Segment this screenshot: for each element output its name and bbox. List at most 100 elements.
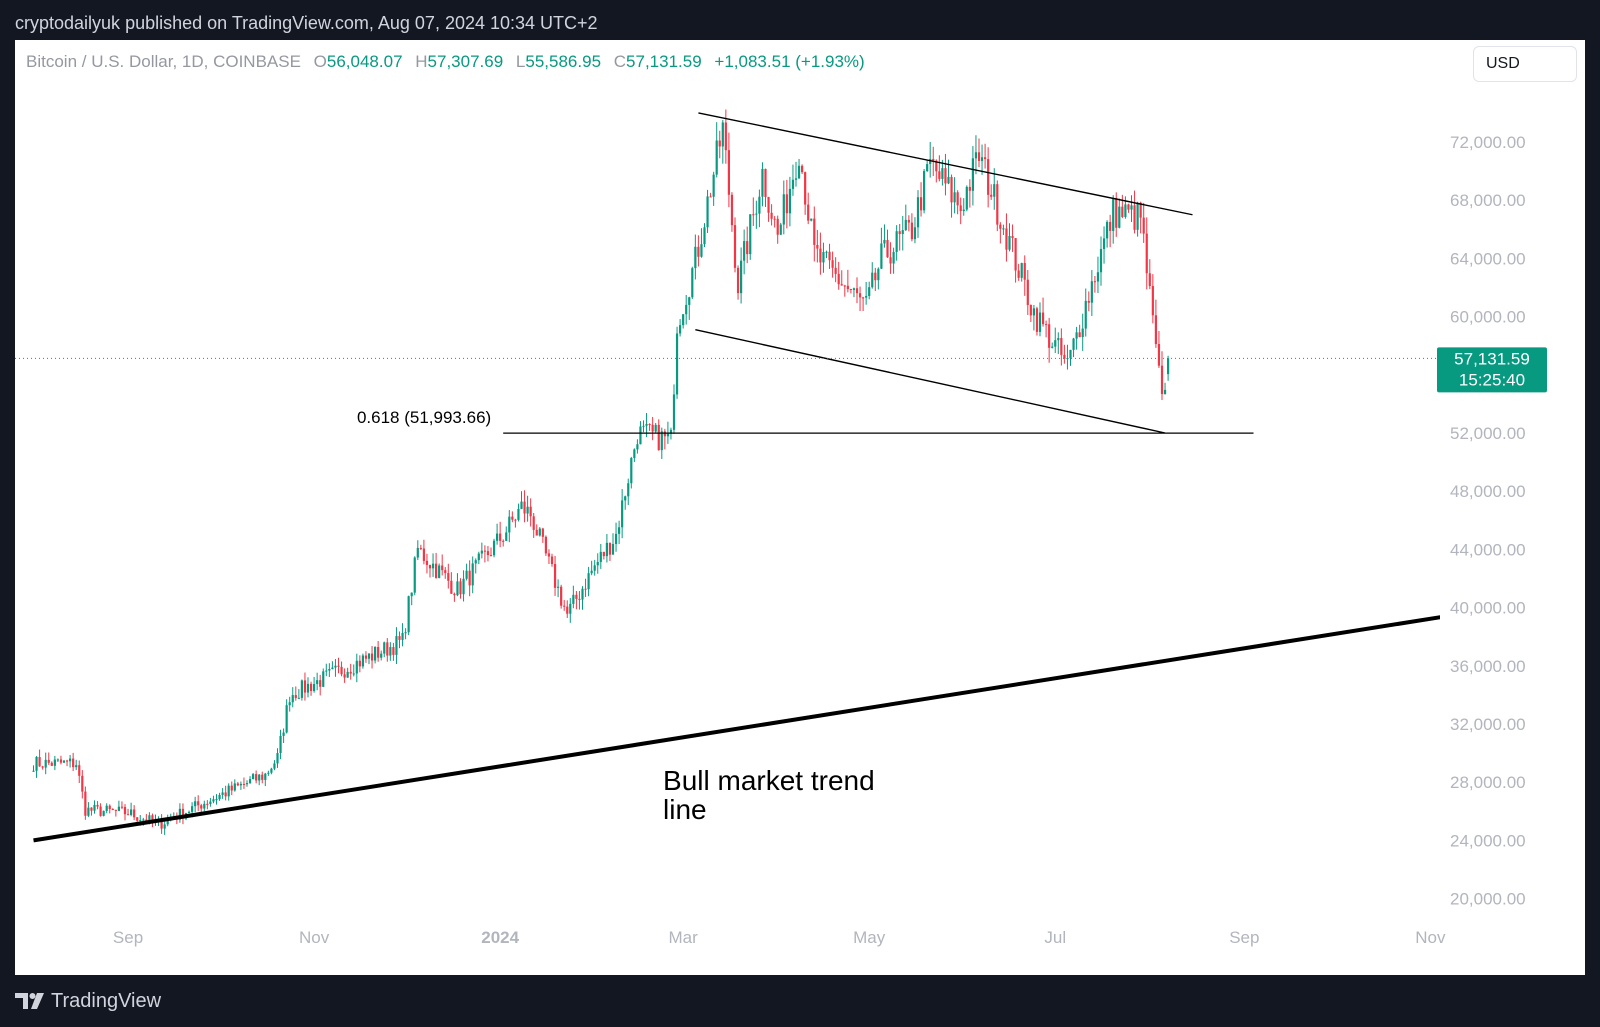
candle-body bbox=[852, 288, 856, 290]
price-axis-tick-label: 28,000.00 bbox=[1450, 773, 1526, 792]
candle-body bbox=[566, 606, 569, 614]
candle-body bbox=[965, 186, 968, 210]
candle-body bbox=[779, 224, 782, 235]
price-axis-tick-label: 52,000.00 bbox=[1450, 424, 1526, 443]
candle bbox=[508, 510, 511, 543]
candle bbox=[1096, 256, 1100, 294]
candle-body bbox=[1106, 221, 1109, 239]
candle-body bbox=[596, 561, 599, 566]
candle-body bbox=[660, 431, 663, 451]
candle bbox=[557, 579, 560, 598]
candle bbox=[801, 164, 804, 174]
candle-body bbox=[410, 592, 413, 597]
candle bbox=[599, 543, 602, 569]
candle bbox=[230, 781, 233, 796]
candle bbox=[913, 217, 917, 244]
candle bbox=[111, 808, 114, 811]
candle-body bbox=[78, 765, 81, 776]
candle-body bbox=[971, 158, 974, 191]
candle bbox=[419, 544, 422, 551]
candle-body bbox=[593, 565, 596, 571]
candle-body bbox=[743, 241, 746, 261]
candle-body bbox=[950, 176, 953, 203]
symbol-label[interactable]: Bitcoin / U.S. Dollar, 1D, COINBASE bbox=[26, 52, 301, 71]
footer-brand[interactable]: TradingView bbox=[15, 988, 161, 1014]
time-axis-tick-label: Sep bbox=[113, 928, 143, 947]
candle-body bbox=[206, 803, 209, 805]
candle-body bbox=[364, 655, 368, 659]
candle bbox=[907, 215, 910, 232]
candle bbox=[889, 242, 892, 274]
candle bbox=[980, 144, 984, 175]
candle-body bbox=[212, 799, 215, 802]
author-name[interactable]: cryptodailyuk bbox=[15, 13, 121, 33]
price-chart[interactable]: 20,000.00 24,000.00 28,000.00 32,000.00 36,0… bbox=[15, 40, 1585, 975]
candle bbox=[87, 802, 90, 817]
candle bbox=[438, 563, 441, 579]
candle-body bbox=[654, 424, 657, 432]
candle-body bbox=[53, 759, 56, 766]
candle bbox=[779, 222, 782, 236]
candle-body bbox=[669, 429, 673, 434]
candle bbox=[224, 785, 227, 801]
candle-body bbox=[877, 268, 880, 281]
candle bbox=[654, 423, 657, 434]
candle bbox=[288, 696, 291, 712]
candle-body bbox=[529, 506, 532, 517]
candle bbox=[584, 578, 587, 597]
candle bbox=[300, 679, 303, 701]
candle bbox=[218, 792, 221, 801]
candle-body bbox=[980, 157, 984, 161]
chart-panel[interactable]: 20,000.00 24,000.00 28,000.00 32,000.00 36,0… bbox=[15, 40, 1585, 975]
candle bbox=[239, 781, 242, 790]
candle bbox=[102, 810, 105, 817]
candle-body bbox=[47, 759, 50, 763]
candle bbox=[514, 518, 517, 528]
candle-body bbox=[81, 775, 84, 792]
candle-body bbox=[709, 196, 712, 198]
candle bbox=[916, 190, 920, 238]
candle bbox=[114, 809, 117, 817]
candle bbox=[1167, 355, 1170, 381]
candle-body bbox=[962, 209, 965, 212]
candle-body bbox=[740, 260, 743, 294]
candle bbox=[370, 646, 374, 669]
candle-body bbox=[1151, 286, 1154, 316]
candle bbox=[926, 159, 929, 172]
candle bbox=[944, 153, 947, 196]
candle-body bbox=[538, 528, 541, 536]
candle-body bbox=[465, 570, 468, 579]
candle bbox=[78, 760, 81, 784]
candle bbox=[541, 527, 544, 543]
candle bbox=[1038, 302, 1042, 337]
candle-body bbox=[605, 542, 608, 557]
candle bbox=[410, 592, 413, 606]
candle bbox=[377, 640, 380, 662]
candle bbox=[1008, 223, 1011, 252]
candle bbox=[892, 247, 895, 274]
candle-body bbox=[1081, 328, 1084, 338]
candle bbox=[1045, 320, 1048, 338]
candle bbox=[242, 777, 246, 789]
candle-body bbox=[791, 179, 795, 189]
candle-body bbox=[886, 239, 889, 258]
candle bbox=[776, 215, 779, 244]
candle bbox=[788, 176, 791, 227]
candle bbox=[709, 192, 712, 198]
current-price-tag-price: 57,131.59 bbox=[1454, 349, 1530, 368]
candle-body bbox=[807, 204, 810, 221]
candle bbox=[136, 817, 139, 822]
candle bbox=[343, 668, 346, 683]
candle-body bbox=[1167, 358, 1170, 375]
candle-body bbox=[1072, 338, 1075, 350]
price-axis-tick-label: 48,000.00 bbox=[1450, 482, 1526, 501]
candle-body bbox=[602, 551, 605, 557]
currency-button[interactable]: USD bbox=[1473, 46, 1577, 82]
candle-body bbox=[242, 783, 246, 785]
candle bbox=[47, 752, 50, 765]
candle-body bbox=[761, 168, 764, 197]
candle bbox=[730, 192, 734, 232]
candle-body bbox=[947, 176, 950, 184]
candle-body bbox=[130, 809, 133, 815]
candle-body bbox=[288, 702, 291, 706]
